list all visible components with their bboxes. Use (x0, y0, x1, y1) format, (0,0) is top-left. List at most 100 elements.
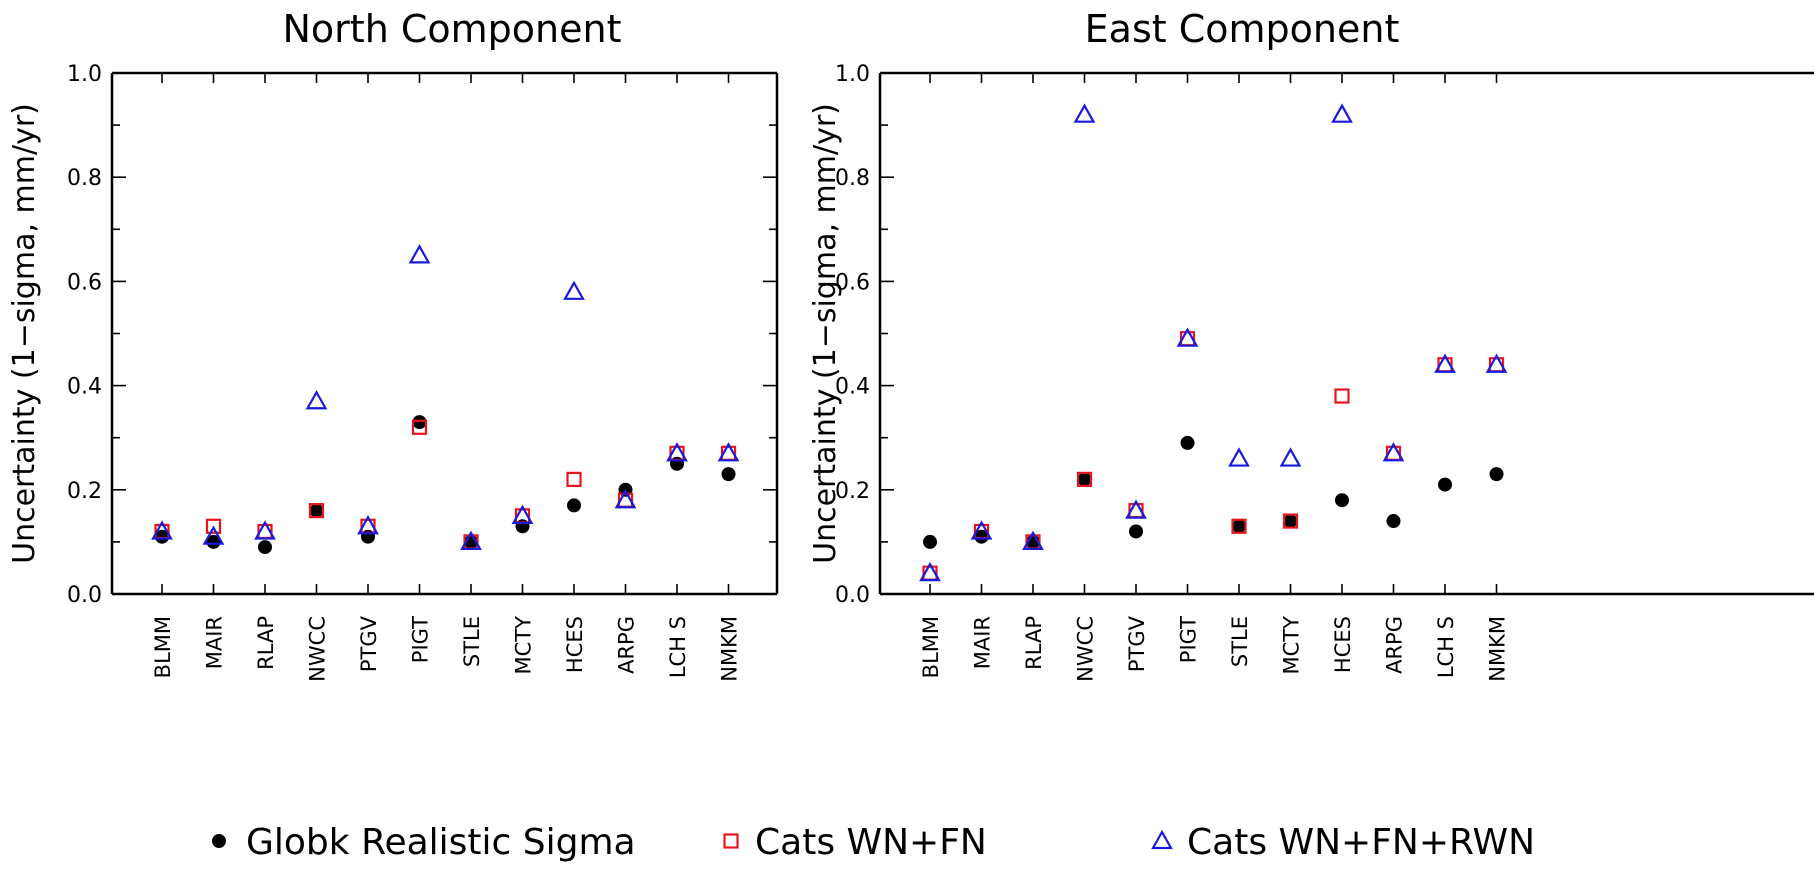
open-square-point (308, 503, 325, 519)
open-triangle-point (1382, 442, 1405, 462)
open-triangle-point (919, 561, 941, 582)
chart-title: East Component (1085, 7, 1400, 51)
y-tick-label: 0.2 (835, 479, 870, 504)
open-triangle-point (408, 244, 431, 264)
x-tick-label: STLE (1228, 616, 1252, 667)
filled-circle-point (206, 534, 221, 549)
x-tick-label: BLMM (151, 616, 175, 678)
open-triangle-point (511, 504, 534, 524)
north-panel: North Component Uncertainty (1−sigma, mm/… (7, 7, 779, 682)
open-square-point (411, 419, 428, 435)
open-square-point (566, 471, 582, 487)
filled-circle-point (1335, 493, 1349, 508)
open-triangle-point (1331, 103, 1353, 123)
y-axis-label: Uncertainty (1−sigma, mm/yr) (7, 103, 42, 564)
filled-circle-point (309, 503, 324, 518)
open-triangle-point (1279, 447, 1302, 467)
x-tick-label: HCES (1331, 616, 1355, 673)
y-tick-label: 0.6 (67, 270, 102, 295)
y-ticks (880, 72, 894, 595)
y-tick-label: 1.0 (67, 62, 102, 87)
open-triangle-point (614, 488, 637, 509)
legend-filled-circle (212, 834, 226, 848)
legend: Globk Realistic Sigma Cats WN+FN Cats WN+F… (212, 822, 1535, 863)
filled-circle-point (721, 467, 736, 482)
x-tick-label: NMKM (1486, 616, 1510, 682)
open-triangle-point (563, 280, 585, 300)
series-open-triangle (151, 244, 740, 551)
y-tick-label: 0.6 (835, 270, 870, 295)
open-square-point (205, 518, 222, 534)
filled-circle-point (1386, 514, 1401, 529)
open-triangle-point (202, 525, 225, 545)
open-triangle-point (1434, 353, 1456, 373)
x-ticks (161, 73, 730, 594)
legend-open-triangle (1151, 829, 1173, 850)
legend-label: Globk Realistic Sigma (246, 822, 636, 863)
open-triangle-point (460, 530, 482, 551)
filled-circle-point (923, 534, 937, 549)
x-tick-label: PIGT (409, 616, 433, 663)
y-ticks (112, 72, 777, 595)
x-ticks (929, 73, 1498, 594)
open-triangle-point (970, 520, 993, 540)
x-tick-label: PTGV (357, 615, 381, 672)
open-square-point (1076, 471, 1093, 487)
x-tick-label: STLE (460, 616, 484, 667)
series-filled-circle (155, 415, 736, 555)
filled-circle-point (1232, 519, 1246, 534)
x-tick-label: ARPG (615, 616, 639, 674)
filled-circle-point (1438, 477, 1452, 492)
filled-circle-point (1180, 435, 1195, 450)
y-tick-label: 0.4 (67, 375, 102, 400)
open-triangle-point (717, 442, 740, 462)
legend-open-square (723, 833, 739, 849)
filled-circle-point (567, 498, 581, 513)
series-filled-circle (923, 435, 1504, 549)
y-axis-label: Uncertainty (1−sigma, mm/yr) (808, 103, 843, 564)
y-tick-label: 0.0 (835, 583, 870, 608)
series-open-square (154, 419, 737, 550)
x-tick-label: NWCC (1074, 616, 1098, 682)
axes-frame (110, 71, 779, 596)
x-tick-label: LCH S (666, 616, 690, 678)
series-open-square (922, 331, 1505, 581)
x-tick-label: MAIR (971, 616, 995, 669)
x-tick-label: RLAP (254, 616, 278, 670)
x-tick-label: ARPG (1383, 616, 1407, 674)
open-triangle-point (1073, 103, 1096, 123)
y-tick-label: 0.0 (67, 583, 102, 608)
y-tick-label: 0.2 (67, 479, 102, 504)
y-tick-label: 1.0 (835, 62, 870, 87)
open-triangle-point (254, 520, 276, 540)
axes-frame (878, 71, 1814, 596)
open-square-point (1334, 388, 1350, 404)
x-tick-label: MAIR (203, 616, 227, 669)
filled-circle-point (1077, 472, 1092, 487)
open-triangle-point (151, 520, 173, 540)
x-tick-label: LCH S (1434, 616, 1458, 678)
open-triangle-point (666, 442, 688, 462)
series-open-triangle (919, 103, 1508, 582)
x-tick-label: RLAP (1022, 616, 1046, 670)
filled-circle-point (412, 415, 427, 430)
y-tick-label: 0.8 (835, 166, 870, 191)
open-triangle-point (1125, 499, 1147, 519)
legend-label: Cats WN+FN (755, 822, 987, 863)
filled-circle-point (1489, 467, 1504, 482)
x-tick-label: PTGV (1125, 615, 1149, 672)
open-triangle-point (1022, 530, 1044, 551)
open-triangle-point (1485, 353, 1508, 373)
x-tick-label: NWCC (306, 616, 330, 682)
filled-circle-point (258, 540, 272, 555)
x-tick-label: HCES (563, 616, 587, 673)
y-tick-label: 0.8 (67, 166, 102, 191)
x-tick-label: MCTY (512, 616, 536, 675)
filled-circle-point (155, 529, 169, 544)
open-triangle-point (1176, 327, 1199, 347)
open-triangle-point (305, 389, 328, 410)
x-tick-label: PIGT (1177, 616, 1201, 663)
filled-circle-point (974, 529, 989, 544)
x-tick-label: NMKM (718, 616, 742, 682)
